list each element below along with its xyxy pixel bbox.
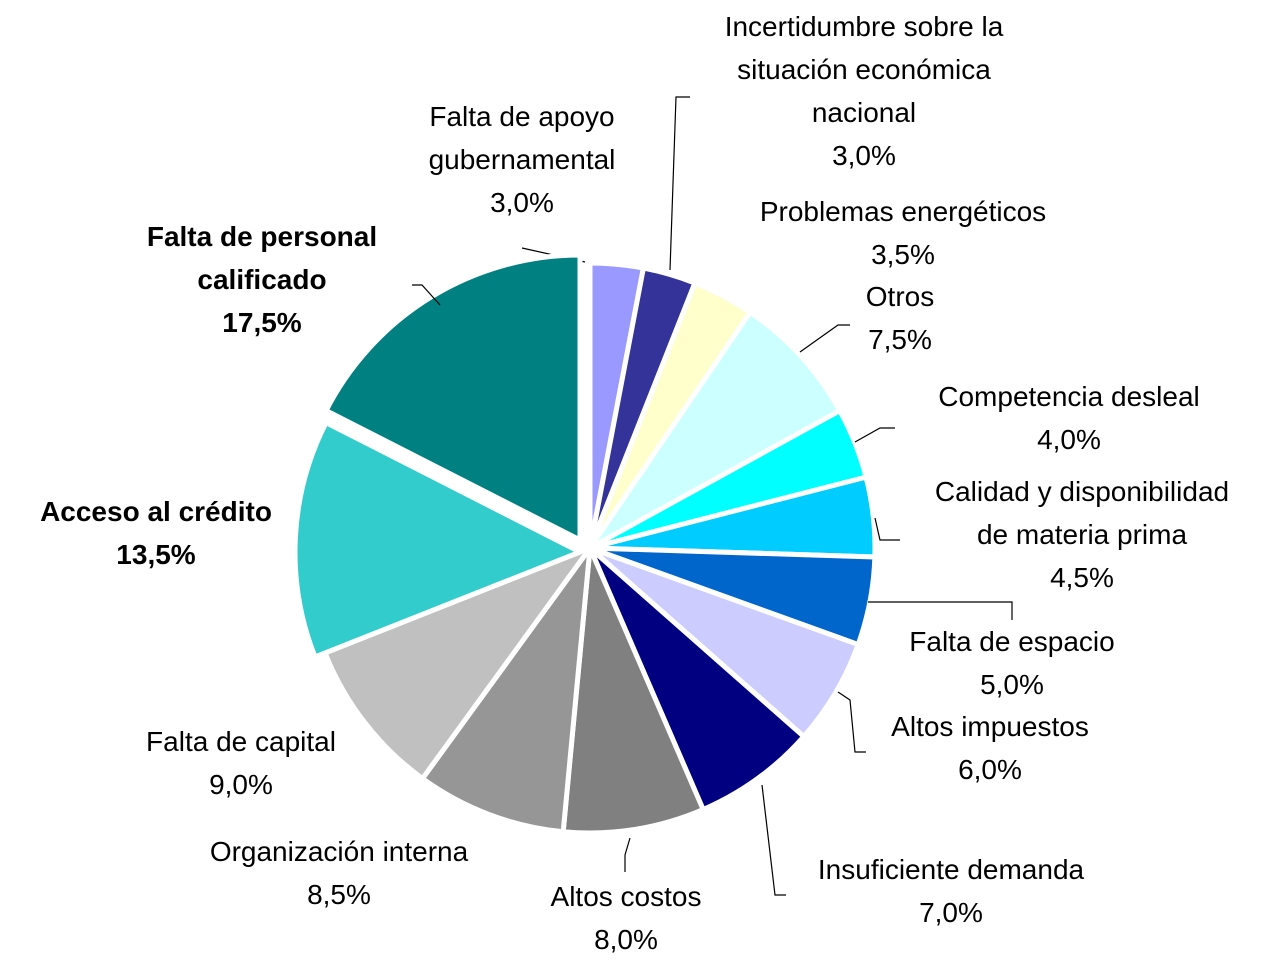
value-label: 8,0% xyxy=(594,924,658,955)
value-label: 9,0% xyxy=(209,769,273,800)
category-label: Organización interna xyxy=(209,836,469,867)
category-label: Incertidumbre sobre la situación económi… xyxy=(724,11,1004,128)
category-label: Falta de espacio xyxy=(909,626,1115,657)
slice-label: Falta de personal calificado 17,5% xyxy=(52,215,472,344)
value-label: 3,0% xyxy=(490,187,554,218)
leader-line xyxy=(854,427,895,443)
category-label: Falta de capital xyxy=(146,726,336,757)
category-label: Falta de personal calificado xyxy=(146,221,378,295)
value-label: 3,0% xyxy=(832,140,896,171)
value-label: 6,0% xyxy=(958,754,1022,785)
slice-label: Insuficiente demanda 7,0% xyxy=(741,848,1161,934)
slice-label: Altos costos 8,0% xyxy=(416,875,836,961)
leader-line xyxy=(761,784,786,896)
value-label: 7,5% xyxy=(868,324,932,355)
pie-slice xyxy=(419,545,593,835)
value-label: 17,5% xyxy=(222,307,302,338)
slice-label: Falta de capital 9,0% xyxy=(31,720,451,806)
slice-label: Competencia desleal 4,0% xyxy=(859,375,1261,461)
slice-label: Acceso al crédito 13,5% xyxy=(0,490,366,576)
category-label: Falta de apoyo gubernamental xyxy=(428,101,616,175)
pie-slice xyxy=(322,545,593,782)
category-label: Altos costos xyxy=(550,881,702,912)
pie-slice xyxy=(560,545,706,836)
slice-label: Calidad y disponibilidad de materia prim… xyxy=(872,470,1261,599)
value-label: 3,5% xyxy=(871,239,935,270)
value-label: 4,5% xyxy=(1050,562,1114,593)
slice-label: Falta de apoyo gubernamental 3,0% xyxy=(312,95,732,224)
value-label: 5,0% xyxy=(980,669,1044,700)
leader-line xyxy=(412,284,441,306)
category-label: Otros xyxy=(865,281,935,312)
category-label: Altos impuestos xyxy=(891,711,1089,742)
category-label: Problemas energéticos xyxy=(759,196,1047,227)
leader-line xyxy=(669,96,690,271)
pie-slice xyxy=(292,420,583,660)
leader-line xyxy=(624,837,631,872)
slice-label: Altos impuestos 6,0% xyxy=(780,705,1200,791)
slice-label: Falta de espacio 5,0% xyxy=(802,620,1222,706)
leader-line xyxy=(874,517,900,541)
leader-line xyxy=(868,601,1013,620)
slice-label: Incertidumbre sobre la situación económi… xyxy=(654,5,1074,177)
value-label: 8,5% xyxy=(307,879,371,910)
slice-label: Problemas energéticos 3,5% xyxy=(693,190,1113,276)
leader-line xyxy=(837,691,866,753)
slice-label: Otros 7,5% xyxy=(690,275,1110,361)
category-label: Insuficiente demanda xyxy=(817,854,1085,885)
value-label: 7,0% xyxy=(919,897,983,928)
category-label: Acceso al crédito xyxy=(40,496,272,527)
category-label: Calidad y disponibilidad de materia prim… xyxy=(934,476,1230,550)
leader-line xyxy=(799,324,850,353)
slice-label: Organización interna 8,5% xyxy=(129,830,549,916)
pie-slice xyxy=(323,252,583,543)
value-label: 4,0% xyxy=(1037,424,1101,455)
value-label: 13,5% xyxy=(116,539,196,570)
pie-slice xyxy=(587,309,843,551)
category-label: Competencia desleal xyxy=(938,381,1200,412)
